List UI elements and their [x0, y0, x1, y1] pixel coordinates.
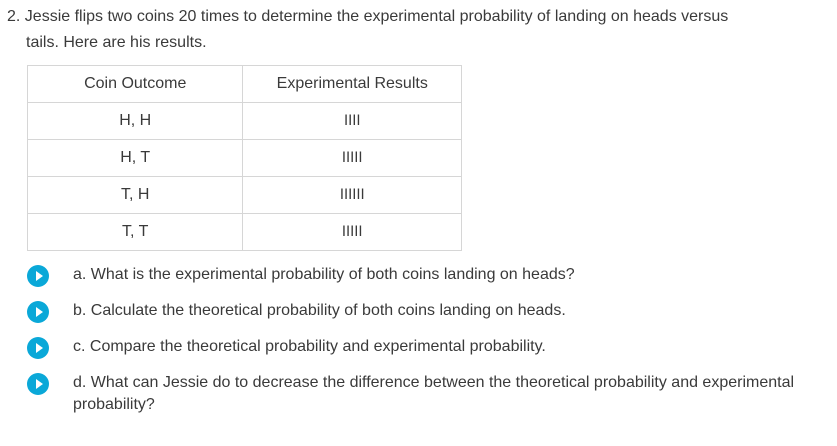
- table-header-row: Coin Outcome Experimental Results: [26, 65, 462, 103]
- question-part-b: b. Calculate the theoretical probability…: [27, 300, 817, 323]
- question-parts-list: a. What is the experimental probability …: [27, 264, 817, 416]
- play-icon[interactable]: [27, 265, 49, 287]
- play-icon[interactable]: [27, 337, 49, 359]
- outcome-cell: H, T: [26, 139, 244, 177]
- table-row: H, T IIIII: [26, 139, 462, 177]
- table-row: H, H IIII: [26, 102, 462, 140]
- question-part-text: b. Calculate the theoretical probability…: [73, 302, 566, 319]
- question-part-text: a. What is the experimental probability …: [73, 266, 575, 283]
- column-header-experimental-results: Experimental Results: [242, 65, 462, 103]
- question-part-text: d. What can Jessie do to decrease the di…: [73, 374, 795, 413]
- results-table: Coin Outcome Experimental Results H, H I…: [26, 65, 462, 251]
- question-line-1: 2. Jessie flips two coins 20 times to de…: [7, 8, 729, 25]
- tally-cell: IIIII: [242, 139, 462, 177]
- question-part-d: d. What can Jessie do to decrease the di…: [27, 372, 817, 416]
- outcome-cell: H, H: [26, 102, 244, 140]
- tally-cell: IIIII: [242, 213, 462, 251]
- question-line-2: tails. Here are his results.: [26, 34, 207, 51]
- question-part-c: c. Compare the theoretical probability a…: [27, 336, 817, 359]
- column-header-coin-outcome: Coin Outcome: [26, 65, 244, 103]
- table-row: T, H IIIIII: [26, 176, 462, 214]
- outcome-cell: T, T: [26, 213, 244, 251]
- table-row: T, T IIIII: [26, 213, 462, 251]
- question-part-text: c. Compare the theoretical probability a…: [73, 338, 546, 355]
- outcome-cell: T, H: [26, 176, 244, 214]
- play-icon[interactable]: [27, 373, 49, 395]
- question-part-a: a. What is the experimental probability …: [27, 264, 817, 287]
- question-text: 2. Jessie flips two coins 20 times to de…: [7, 4, 807, 56]
- tally-cell: IIIIII: [242, 176, 462, 214]
- play-icon[interactable]: [27, 301, 49, 323]
- tally-cell: IIII: [242, 102, 462, 140]
